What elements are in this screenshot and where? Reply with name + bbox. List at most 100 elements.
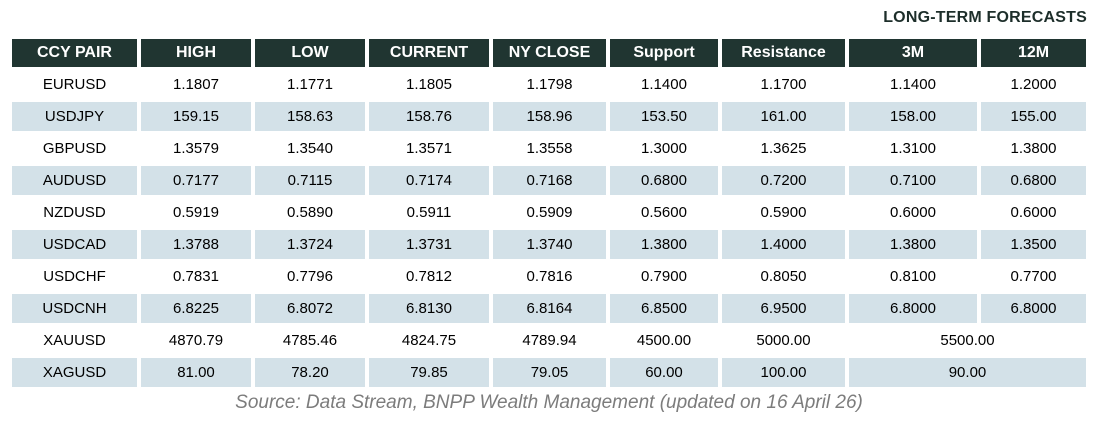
pair-cell: GBPUSD	[12, 134, 141, 166]
value-cell: 1.3625	[722, 134, 849, 166]
value-cell: 1.1771	[255, 70, 369, 102]
pair-cell: EURUSD	[12, 70, 141, 102]
value-cell: 1.1700	[722, 70, 849, 102]
value-cell: 4785.46	[255, 326, 369, 358]
value-cell: 1.1400	[849, 70, 981, 102]
column-header-support: Support	[610, 39, 722, 70]
value-cell: 0.5890	[255, 198, 369, 230]
long-term-forecasts-label: LONG-TERM FORECASTS	[883, 9, 1087, 26]
value-cell: 4870.79	[141, 326, 255, 358]
pair-cell: XAUUSD	[12, 326, 141, 358]
value-cell: 0.7174	[369, 166, 493, 198]
table-row: AUDUSD 0.7177 0.7115 0.7174 0.7168 0.6800 0.72…	[12, 166, 1086, 198]
value-cell: 153.50	[610, 102, 722, 134]
value-cell: 0.7100	[849, 166, 981, 198]
value-cell: 1.3800	[849, 230, 981, 262]
value-cell: 1.3571	[369, 134, 493, 166]
value-cell: 4500.00	[610, 326, 722, 358]
value-cell: 158.76	[369, 102, 493, 134]
value-cell: 0.7168	[493, 166, 610, 198]
value-cell: 0.5900	[722, 198, 849, 230]
pair-cell: USDCHF	[12, 262, 141, 294]
value-cell: 1.3724	[255, 230, 369, 262]
column-header-current: CURRENT	[369, 39, 493, 70]
value-cell: 4824.75	[369, 326, 493, 358]
value-cell: 1.3579	[141, 134, 255, 166]
table-row: XAUUSD 4870.79 4785.46 4824.75 4789.94 4500.0…	[12, 326, 1086, 358]
value-cell: 78.20	[255, 358, 369, 390]
value-cell: 6.8000	[849, 294, 981, 326]
value-cell: 161.00	[722, 102, 849, 134]
pair-cell: USDCAD	[12, 230, 141, 262]
value-cell: 0.7816	[493, 262, 610, 294]
table-row: USDCAD 1.3788 1.3724 1.3731 1.3740 1.3800 1.40…	[12, 230, 1086, 262]
value-cell: 0.8050	[722, 262, 849, 294]
value-cell: 155.00	[981, 102, 1086, 134]
table-row: USDJPY 159.15 158.63 158.76 158.96 153.50 161.…	[12, 102, 1086, 134]
column-header-high: HIGH	[141, 39, 255, 70]
table-row: NZDUSD 0.5919 0.5890 0.5911 0.5909 0.5600 0.59…	[12, 198, 1086, 230]
merged-forecast-cell: 90.00	[849, 358, 1086, 390]
value-cell: 6.8130	[369, 294, 493, 326]
value-cell: 0.7177	[141, 166, 255, 198]
value-cell: 79.85	[369, 358, 493, 390]
value-cell: 1.3740	[493, 230, 610, 262]
merged-forecast-cell: 5500.00	[849, 326, 1086, 358]
pair-cell: AUDUSD	[12, 166, 141, 198]
value-cell: 0.5600	[610, 198, 722, 230]
value-cell: 0.5919	[141, 198, 255, 230]
value-cell: 1.4000	[722, 230, 849, 262]
table-row: USDCNH 6.8225 6.8072 6.8130 6.8164 6.8500 6.95…	[12, 294, 1086, 326]
value-cell: 1.3540	[255, 134, 369, 166]
fx-forecast-table: CCY PAIR HIGH LOW CURRENT NY CLOSE Suppo…	[12, 39, 1086, 390]
value-cell: 6.8000	[981, 294, 1086, 326]
value-cell: 0.6800	[610, 166, 722, 198]
value-cell: 0.7831	[141, 262, 255, 294]
value-cell: 81.00	[141, 358, 255, 390]
pair-cell: XAGUSD	[12, 358, 141, 390]
value-cell: 6.8164	[493, 294, 610, 326]
source-caption: Source: Data Stream, BNPP Wealth Managem…	[235, 392, 863, 413]
value-cell: 158.96	[493, 102, 610, 134]
value-cell: 0.8100	[849, 262, 981, 294]
value-cell: 79.05	[493, 358, 610, 390]
value-cell: 100.00	[722, 358, 849, 390]
value-cell: 159.15	[141, 102, 255, 134]
value-cell: 6.8225	[141, 294, 255, 326]
value-cell: 0.7900	[610, 262, 722, 294]
column-header-12m: 12M	[981, 39, 1086, 70]
value-cell: 1.1807	[141, 70, 255, 102]
value-cell: 1.3788	[141, 230, 255, 262]
value-cell: 1.3500	[981, 230, 1086, 262]
value-cell: 6.8500	[610, 294, 722, 326]
table-row: XAGUSD 81.00 78.20 79.85 79.05 60.00 100.00 90.…	[12, 358, 1086, 390]
column-header-ny-close: NY CLOSE	[493, 39, 610, 70]
column-header-resistance: Resistance	[722, 39, 849, 70]
table-body: EURUSD 1.1807 1.1771 1.1805 1.1798 1.1400 1.17…	[12, 70, 1086, 390]
value-cell: 0.7115	[255, 166, 369, 198]
value-cell: 0.5911	[369, 198, 493, 230]
value-cell: 158.00	[849, 102, 981, 134]
value-cell: 1.3800	[610, 230, 722, 262]
column-header-low: LOW	[255, 39, 369, 70]
header-row: CCY PAIR HIGH LOW CURRENT NY CLOSE Suppo…	[12, 39, 1086, 70]
value-cell: 6.9500	[722, 294, 849, 326]
value-cell: 1.2000	[981, 70, 1086, 102]
value-cell: 0.7796	[255, 262, 369, 294]
value-cell: 1.1798	[493, 70, 610, 102]
value-cell: 0.7200	[722, 166, 849, 198]
table-header: CCY PAIR HIGH LOW CURRENT NY CLOSE Suppo…	[12, 39, 1086, 70]
pair-cell: USDJPY	[12, 102, 141, 134]
value-cell: 1.3100	[849, 134, 981, 166]
value-cell: 158.63	[255, 102, 369, 134]
value-cell: 6.8072	[255, 294, 369, 326]
value-cell: 0.6800	[981, 166, 1086, 198]
value-cell: 1.1400	[610, 70, 722, 102]
value-cell: 1.3800	[981, 134, 1086, 166]
value-cell: 0.7812	[369, 262, 493, 294]
value-cell: 0.7700	[981, 262, 1086, 294]
pair-cell: USDCNH	[12, 294, 141, 326]
value-cell: 1.3731	[369, 230, 493, 262]
pair-cell: NZDUSD	[12, 198, 141, 230]
